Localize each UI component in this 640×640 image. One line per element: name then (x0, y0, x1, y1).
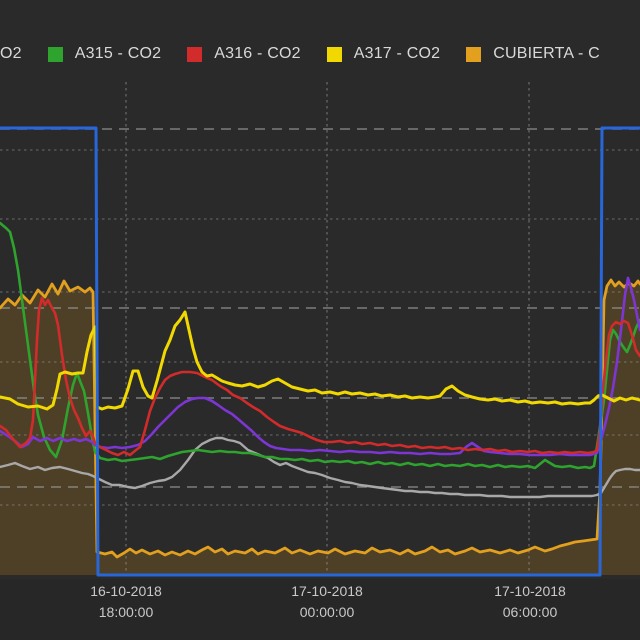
legend-item-o2[interactable]: O2 (0, 45, 22, 63)
legend-item-cubierta[interactable]: CUBIERTA - C (466, 45, 600, 63)
legend-item-a315[interactable]: A315 - CO2 (47, 45, 162, 63)
x-tick-time: 00:00:00 (299, 604, 355, 620)
x-tick-date: 16-10-2018 (90, 583, 162, 599)
legend-item-a317[interactable]: A317 - CO2 (326, 45, 441, 63)
x-tick-date: 17-10-2018 (291, 583, 363, 599)
legend-color-swatch (187, 46, 203, 62)
x-tick-3: 17-10-2018 06:00:00 (494, 581, 566, 623)
x-tick-time: 18:00:00 (98, 604, 154, 620)
legend-color-swatch (326, 46, 342, 62)
legend-item-label: A317 - CO2 (353, 45, 441, 62)
x-tick-1: 16-10-2018 18:00:00 (90, 581, 162, 623)
legend-item-label: A315 - CO2 (74, 45, 162, 62)
x-axis-strip (0, 579, 640, 640)
legend-item-label: CUBIERTA - C (493, 45, 600, 62)
legend-color-swatch (466, 46, 482, 62)
legend-item-label: O2 (0, 45, 22, 62)
legend-item-label: A316 - CO2 (214, 45, 301, 62)
x-tick-2: 17-10-2018 00:00:00 (291, 581, 363, 623)
legend-item-a316[interactable]: A316 - CO2 (187, 45, 301, 63)
chart-legend: O2 A315 - CO2 A316 - CO2 A317 - CO2 CUBI… (0, 44, 640, 64)
legend-color-swatch (47, 46, 63, 62)
x-tick-date: 17-10-2018 (494, 583, 566, 599)
x-tick-time: 06:00:00 (502, 604, 558, 620)
x-axis: 16-10-2018 18:00:00 17-10-2018 00:00:00 … (0, 581, 640, 629)
